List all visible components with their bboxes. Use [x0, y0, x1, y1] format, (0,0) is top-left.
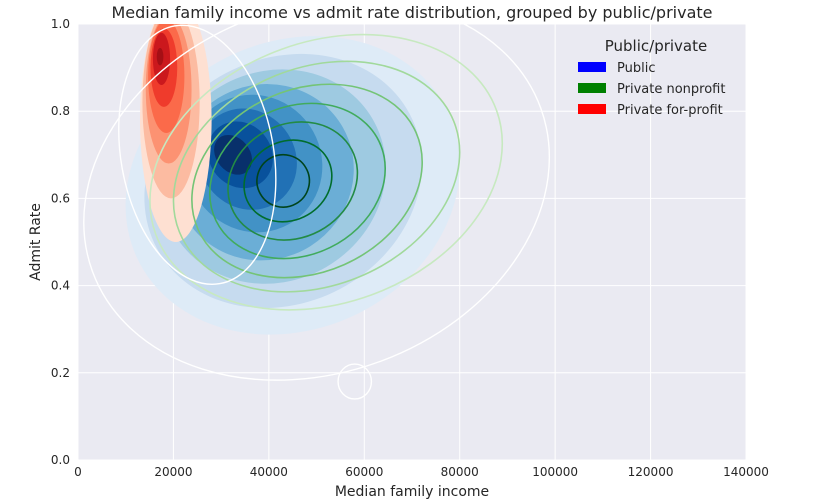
kde-contour-level [156, 47, 164, 66]
kde-series-3 [83, 24, 551, 400]
y-tick-label: 0.2 [51, 366, 70, 380]
y-tick-label: 0.8 [51, 104, 70, 118]
kde-contour-level [337, 363, 373, 400]
x-tick-label: 80000 [441, 465, 479, 479]
kde-contour-level [214, 134, 253, 175]
chart-title: Median family income vs admit rate distr… [112, 3, 713, 22]
y-axis-label: Admit Rate [28, 203, 44, 281]
y-tick-label: 0.6 [51, 191, 70, 205]
y-tick-label: 0.4 [51, 279, 70, 293]
y-tick-label: 1.0 [51, 17, 70, 31]
x-axis-label: Median family income [335, 484, 489, 500]
kde-contour-level [243, 139, 333, 223]
kde-contour-level [191, 83, 423, 279]
plot-area [77, 23, 747, 461]
x-tick-label: 40000 [250, 465, 288, 479]
legend-label: Private for-profit [617, 103, 723, 118]
legend: Public/private Public Private nonprofit Pr… [578, 37, 725, 118]
legend-swatch [578, 62, 606, 72]
legend-swatch [578, 83, 606, 93]
kde-contour-level [149, 33, 504, 311]
x-axis: 0 20000 40000 60000 80000 100000 120000 140000 [74, 465, 769, 479]
x-tick-label: 60000 [345, 465, 383, 479]
kde-contour-level [83, 24, 551, 381]
legend-title: Public/private [605, 37, 707, 55]
x-tick-label: 20000 [154, 465, 192, 479]
y-tick-label: 0.0 [51, 453, 70, 467]
legend-label: Public [617, 61, 655, 76]
kde-contour-level [256, 153, 311, 208]
kde-contour-level [208, 102, 387, 260]
kde-contour-level [172, 60, 461, 293]
contours [83, 24, 551, 400]
y-axis: 0.0 0.2 0.4 0.6 0.8 1.0 [51, 17, 70, 467]
legend-swatch [578, 104, 606, 114]
x-tick-label: 140000 [723, 465, 769, 479]
legend-label: Private nonprofit [617, 82, 725, 97]
x-tick-label: 0 [74, 465, 82, 479]
kde-series-0 [125, 36, 460, 335]
kde-contour-level [118, 24, 277, 285]
kde-series-1 [149, 33, 504, 311]
kde-contour-level [227, 121, 359, 241]
x-tick-label: 120000 [628, 465, 674, 479]
x-tick-label: 100000 [532, 465, 578, 479]
